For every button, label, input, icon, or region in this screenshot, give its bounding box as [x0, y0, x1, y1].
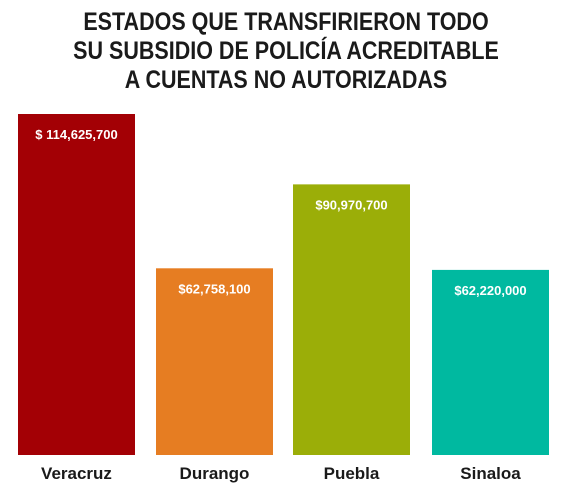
chart-title-line-1: ESTADOS QUE TRANSFIRIERON TODO	[83, 8, 489, 36]
bar-sinaloa	[432, 269, 549, 455]
category-label-veracruz: Veracruz	[41, 464, 112, 483]
bar-durango	[156, 268, 273, 455]
data-label-puebla: $90,970,700	[315, 197, 387, 212]
chart-title-line-3: A CUENTAS NO AUTORIZADAS	[124, 66, 448, 94]
chart-title: ESTADOS QUE TRANSFIRIERON TODO SU SUBSID…	[40, 8, 532, 95]
bar-puebla	[293, 184, 410, 455]
category-label-durango: Durango	[180, 464, 250, 483]
data-label-durango: $62,758,100	[178, 281, 250, 296]
category-label-sinaloa: Sinaloa	[460, 464, 521, 483]
category-label-puebla: Puebla	[324, 464, 380, 483]
data-label-veracruz: $ 114,625,700	[35, 127, 117, 142]
bar-veracruz	[18, 114, 135, 455]
data-label-sinaloa: $62,220,000	[454, 283, 526, 298]
chart-title-line-2: SU SUBSIDIO DE POLICÍA ACREDITABLE	[73, 37, 499, 65]
